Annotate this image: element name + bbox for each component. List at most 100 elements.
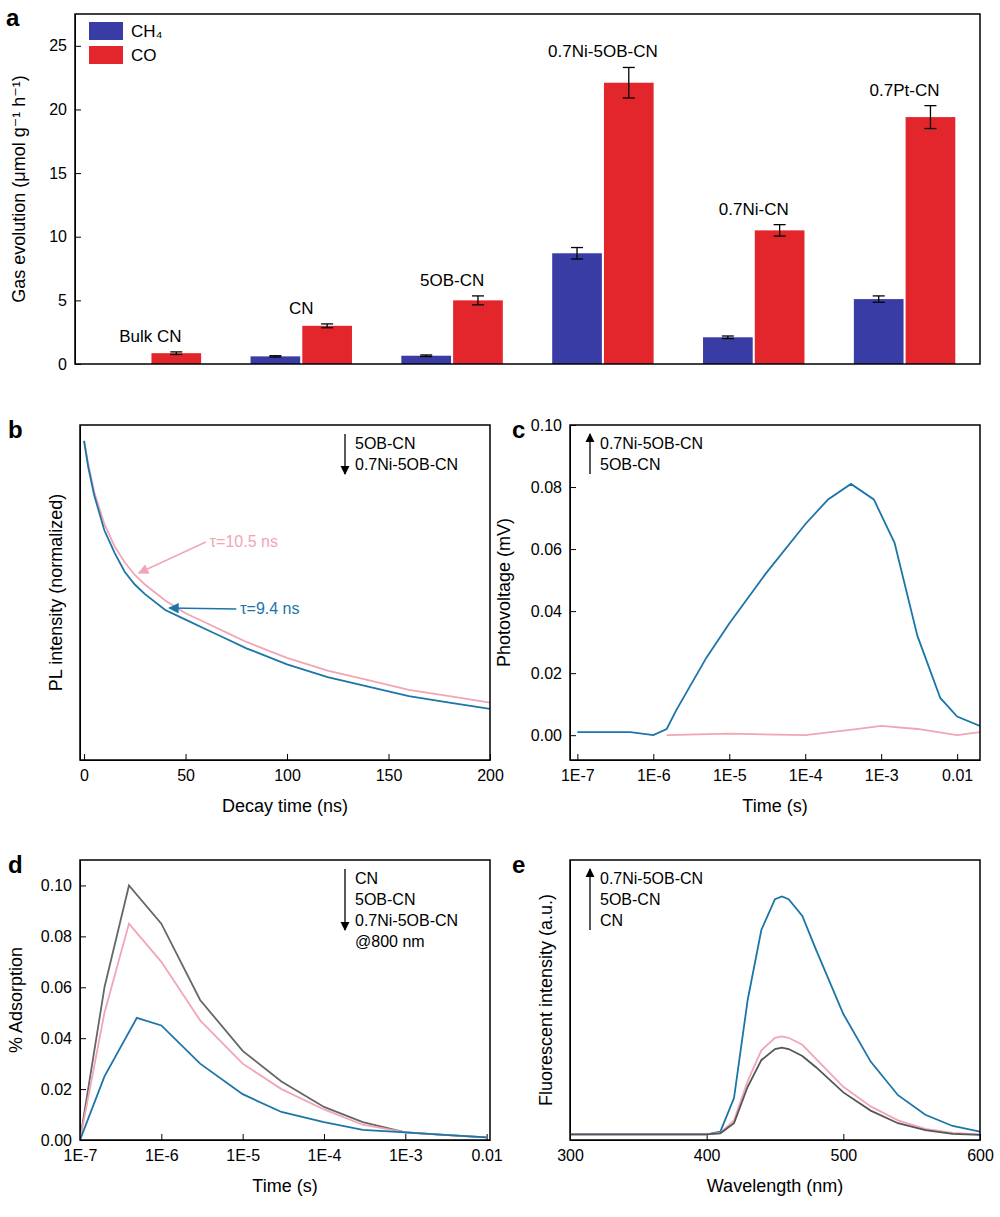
- annotation: τ=10.5 ns: [210, 533, 278, 550]
- tick: 400: [694, 1134, 721, 1164]
- tick: 0.10: [41, 877, 86, 894]
- tick-label: 1E-5: [713, 767, 747, 784]
- annotation: τ=9.4 ns: [240, 600, 299, 617]
- category-label: CN: [289, 299, 314, 318]
- tick-label: 1E-3: [865, 767, 899, 784]
- panel-label: d: [8, 851, 23, 878]
- legend-arrow: [589, 869, 590, 930]
- bar: [604, 83, 654, 364]
- tick-label: 1E-3: [389, 1147, 423, 1164]
- tick-label: 5: [58, 292, 67, 309]
- tick-mark: [405, 1134, 406, 1140]
- tick: 0.04: [41, 1030, 86, 1047]
- figure-svg: 0510152025Bulk CNCN5OB-CN0.7Ni-5OB-CN0.7…: [0, 0, 1000, 1217]
- bar: [854, 299, 904, 364]
- tick-mark: [161, 1134, 162, 1140]
- plot-frame: [80, 860, 490, 1140]
- annotation-arrow: [169, 608, 236, 609]
- tick: 0.01: [942, 754, 973, 784]
- error-bar: [170, 352, 182, 355]
- tick: 0.06: [41, 979, 86, 996]
- tick-label: 1E-7: [561, 767, 595, 784]
- legend-arrow: [589, 434, 590, 474]
- error-bar: [774, 225, 786, 236]
- legend: CH₄CO: [89, 22, 163, 65]
- series-line: [667, 726, 980, 735]
- annotation: @800 nm: [355, 933, 425, 950]
- panel: 0501001502005OB-CN0.7Ni-5OB-CNτ=10.5 nsτ…: [8, 416, 504, 816]
- y-axis: 0.000.020.040.060.080.10: [531, 417, 576, 761]
- x-axis: 300400500600: [557, 1134, 994, 1164]
- tick: 0.02: [41, 1081, 86, 1098]
- tick: 1E-5: [226, 1134, 260, 1164]
- tick-label: 0.10: [531, 417, 562, 434]
- y-axis-title: Photovoltage (mV): [494, 518, 514, 667]
- tick-mark: [287, 754, 288, 760]
- legend-label: CH₄: [131, 22, 163, 41]
- tick-label: 400: [694, 1147, 721, 1164]
- tick-label: 0.06: [531, 541, 562, 558]
- y-axis: 0.00 0.02 0.04 0.06 0.08 0.10: [41, 861, 86, 1149]
- tick-mark: [243, 1134, 244, 1140]
- panel: 3004005006000.7Ni-5OB-CN5OB-CNCNeFluores…: [512, 851, 994, 1196]
- tick: 20: [49, 101, 81, 118]
- tick: 0.06: [531, 541, 576, 558]
- category-label: Bulk CN: [119, 327, 181, 346]
- bar: [151, 353, 201, 364]
- tick-label: 15: [49, 165, 67, 182]
- legend-label: 5OB-CN: [355, 891, 415, 908]
- error-bar: [472, 296, 484, 305]
- tick-mark: [570, 549, 576, 550]
- bar: [401, 356, 451, 364]
- legend-label: 0.7Ni-5OB-CN: [600, 870, 703, 887]
- tick-label: 0: [58, 356, 67, 373]
- bar: [552, 253, 602, 364]
- tick-mark: [843, 1134, 844, 1140]
- bars: [151, 67, 955, 364]
- tick-label: 20: [49, 101, 67, 118]
- tick-label: 150: [376, 767, 403, 784]
- legend-label: CN: [600, 912, 623, 929]
- x-axis-title: Time (s): [252, 1176, 317, 1196]
- error-bar: [571, 248, 583, 259]
- tick: 100: [274, 754, 301, 784]
- tick: 0.08: [41, 928, 86, 945]
- category-label: 0.7Ni-5OB-CN: [548, 42, 658, 61]
- tick-mark: [75, 109, 81, 110]
- tick-mark: [75, 237, 81, 238]
- error-bar: [420, 355, 432, 357]
- tick-mark: [881, 754, 882, 760]
- legend: 0.7Ni-5OB-CN5OB-CNCN: [590, 869, 703, 930]
- tick-mark: [75, 46, 81, 47]
- x-axis-title: Wavelength (nm): [707, 1176, 843, 1196]
- tick: 1E-6: [145, 1134, 179, 1164]
- tick-label: 0.04: [531, 603, 562, 620]
- legend-label: CN: [355, 870, 378, 887]
- error-bar: [321, 324, 333, 328]
- series-line: [80, 885, 487, 1140]
- panel-label: a: [6, 4, 20, 31]
- tick: 15: [49, 165, 81, 182]
- tick: 1E-6: [637, 754, 671, 784]
- tick: 150: [376, 754, 403, 784]
- panel-label: e: [512, 851, 525, 878]
- x-axis: 1E-71E-61E-51E-41E-30.01: [64, 1134, 503, 1164]
- tick-mark: [957, 754, 958, 760]
- tick-mark: [80, 936, 86, 937]
- tick: 5: [58, 292, 81, 309]
- series-line: [577, 484, 980, 735]
- legend-label: 0.7Ni-5OB-CN: [355, 456, 458, 473]
- legend-arrow: [344, 869, 345, 930]
- tick-mark: [487, 1134, 488, 1140]
- lines: [80, 885, 487, 1140]
- tick-label: 1E-4: [308, 1147, 342, 1164]
- error-bar: [623, 67, 635, 98]
- tick-label: 1E-7: [64, 1147, 98, 1164]
- tick-label: 0.00: [41, 1132, 72, 1149]
- plot-frame: [570, 860, 980, 1140]
- tick-mark: [75, 173, 81, 174]
- tick-label: 1E-6: [637, 767, 671, 784]
- tick-mark: [80, 1089, 86, 1090]
- tick-mark: [570, 611, 576, 612]
- tick: 1E-3: [389, 1134, 423, 1164]
